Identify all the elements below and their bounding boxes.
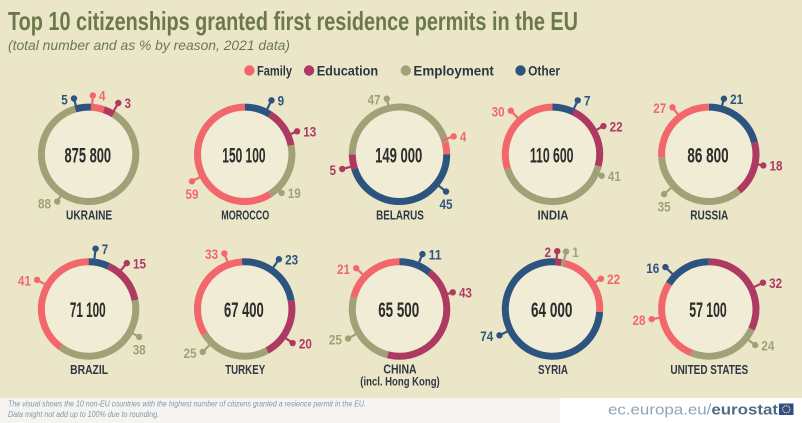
svg-text:25: 25 (329, 331, 342, 347)
svg-text:88: 88 (38, 196, 51, 212)
svg-text:110 600: 110 600 (530, 144, 574, 167)
svg-text:Data might not add up to 100%: Data might not add up to 100% due to rou… (8, 409, 159, 419)
svg-text:13: 13 (303, 124, 316, 140)
svg-text:SYRIA: SYRIA (538, 362, 568, 377)
svg-text:7: 7 (584, 93, 591, 109)
svg-text:67 400: 67 400 (224, 299, 264, 322)
svg-text:43: 43 (459, 285, 472, 301)
svg-text:MOROCCO: MOROCCO (221, 208, 269, 223)
svg-text:74: 74 (480, 328, 493, 344)
svg-text:22: 22 (607, 271, 620, 287)
svg-text:21: 21 (337, 261, 350, 277)
svg-text:24: 24 (761, 337, 774, 353)
svg-text:2: 2 (545, 244, 552, 260)
svg-text:32: 32 (769, 275, 782, 291)
svg-text:28: 28 (633, 312, 646, 328)
svg-text:150 100: 150 100 (222, 144, 265, 167)
svg-text:45: 45 (440, 196, 453, 212)
svg-text:BELARUS: BELARUS (376, 208, 424, 223)
svg-text:4: 4 (99, 88, 106, 104)
svg-text:57 100: 57 100 (689, 299, 727, 322)
svg-text:INDIA: INDIA (538, 208, 569, 223)
svg-text:ec.europa.eu/eurostat: ec.europa.eu/eurostat (608, 402, 778, 419)
svg-text:TURKEY: TURKEY (225, 362, 265, 377)
svg-text:7: 7 (102, 241, 109, 257)
svg-text:64 000: 64 000 (531, 299, 572, 322)
svg-text:11: 11 (429, 246, 442, 262)
svg-text:1: 1 (572, 244, 579, 260)
svg-text:875 800: 875 800 (65, 144, 112, 167)
svg-text:27: 27 (653, 100, 666, 116)
svg-text:19: 19 (288, 185, 301, 201)
svg-text:21: 21 (730, 91, 743, 107)
svg-text:25: 25 (184, 345, 197, 361)
svg-text:41: 41 (18, 273, 31, 289)
svg-text:Other: Other (528, 62, 560, 78)
svg-text:30: 30 (492, 104, 505, 120)
svg-text:(total number and as % by reas: (total number and as % by reason, 2021 d… (8, 37, 290, 53)
svg-text:(incl. Hong Kong): (incl. Hong Kong) (360, 375, 439, 389)
svg-text:9: 9 (278, 93, 285, 109)
svg-text:5: 5 (61, 91, 68, 107)
svg-text:16: 16 (646, 260, 659, 276)
svg-text:Education: Education (317, 62, 379, 78)
svg-text:33: 33 (205, 246, 218, 262)
svg-text:4: 4 (460, 129, 467, 145)
svg-text:18: 18 (769, 158, 782, 174)
svg-text:CHINA: CHINA (383, 362, 416, 377)
svg-text:UNITED STATES: UNITED STATES (670, 362, 748, 377)
svg-text:41: 41 (608, 168, 621, 184)
svg-text:15: 15 (133, 255, 146, 271)
svg-text:23: 23 (285, 251, 298, 267)
svg-text:The visual shows the 10 non-EU: The visual shows the 10 non-EU countries… (8, 399, 366, 409)
svg-text:22: 22 (610, 118, 623, 134)
svg-text:Family: Family (257, 62, 292, 78)
svg-text:65 500: 65 500 (378, 299, 419, 322)
svg-text:BRAZIL: BRAZIL (70, 362, 108, 377)
svg-text:Top 10 citizenships granted fi: Top 10 citizenships granted first reside… (8, 6, 578, 36)
svg-text:71 100: 71 100 (70, 299, 106, 322)
svg-text:47: 47 (368, 92, 381, 108)
svg-text:38: 38 (133, 341, 146, 357)
svg-text:Employment: Employment (413, 62, 494, 78)
svg-text:20: 20 (299, 335, 312, 351)
svg-text:RUSSIA: RUSSIA (690, 208, 728, 223)
svg-text:86 800: 86 800 (687, 144, 728, 167)
svg-text:35: 35 (658, 199, 671, 215)
svg-text:149 000: 149 000 (375, 144, 422, 167)
svg-text:UKRAINE: UKRAINE (66, 208, 113, 223)
svg-text:5: 5 (330, 162, 337, 178)
svg-text:3: 3 (125, 95, 132, 111)
svg-text:59: 59 (186, 186, 199, 202)
